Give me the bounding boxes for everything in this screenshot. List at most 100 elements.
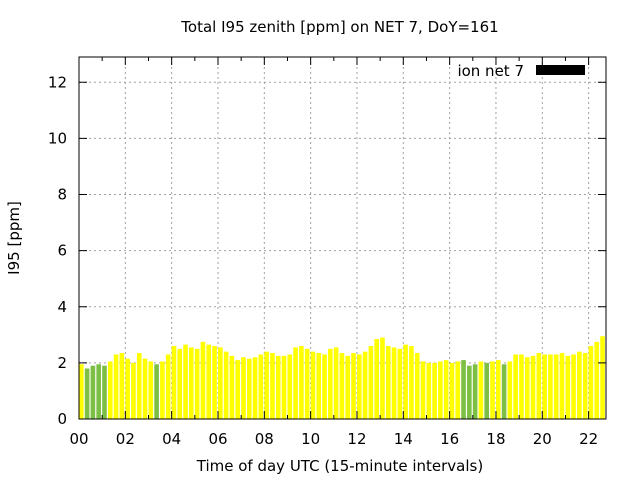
bar	[467, 365, 472, 419]
x-tick-label: 10	[301, 430, 320, 448]
bar	[339, 353, 345, 419]
bar	[252, 357, 258, 419]
x-axis-label: Time of day UTC (15-minute intervals)	[196, 457, 483, 475]
bar	[548, 354, 553, 419]
bar	[154, 364, 159, 419]
bar	[542, 354, 547, 419]
bar	[455, 361, 461, 419]
legend-swatch	[536, 65, 585, 75]
bar	[177, 348, 183, 419]
bar	[113, 354, 119, 419]
bar	[189, 347, 194, 419]
bar	[270, 353, 275, 419]
y-axis-label: I95 [ppm]	[5, 201, 23, 275]
bar	[443, 360, 449, 419]
bar	[484, 362, 490, 419]
x-tick-label: 02	[116, 430, 135, 448]
bar	[194, 348, 200, 419]
bar	[403, 344, 408, 419]
bar	[362, 351, 368, 419]
bar	[507, 361, 513, 419]
bar	[223, 351, 229, 419]
bar	[351, 353, 356, 419]
bar	[102, 365, 107, 419]
bar	[171, 346, 177, 419]
bar	[345, 355, 351, 419]
x-tick-label: 14	[394, 430, 413, 448]
bar	[513, 354, 518, 419]
x-tick-label: 22	[579, 430, 598, 448]
bar	[524, 357, 530, 419]
plot-frame	[78, 56, 607, 420]
bar	[322, 354, 327, 419]
bar	[241, 357, 246, 419]
x-tick-label: 08	[255, 430, 274, 448]
x-tick-label: 04	[162, 430, 181, 448]
bar	[391, 347, 397, 419]
y-tick-label: 6	[57, 242, 67, 260]
y-tick-label: 10	[48, 129, 67, 147]
x-tick-labels: 00 02 04 06 08 10 12 14 16 18 20 22	[69, 430, 598, 448]
bar	[304, 348, 310, 419]
bar	[125, 358, 130, 419]
bar	[461, 360, 466, 419]
bar	[84, 368, 90, 419]
bar	[553, 354, 559, 419]
bar	[588, 346, 594, 419]
bar	[96, 364, 102, 419]
bar	[426, 362, 432, 419]
bar	[519, 354, 524, 419]
bar	[420, 361, 426, 419]
bar	[160, 361, 165, 419]
bar	[368, 346, 374, 419]
bar	[438, 361, 443, 419]
bar	[380, 337, 385, 419]
bar	[501, 364, 507, 419]
y-tick-label: 12	[48, 73, 67, 91]
x-tick-label: 12	[347, 430, 366, 448]
bar	[432, 362, 437, 419]
bar	[328, 348, 333, 419]
bar	[293, 347, 298, 419]
bar	[449, 362, 455, 419]
legend-label: ion net 7	[457, 62, 524, 80]
bar	[148, 361, 154, 419]
chart-title: Total I95 zenith [ppm] on NET 7, DoY=161	[180, 18, 498, 36]
bar	[356, 354, 362, 419]
bar	[119, 353, 125, 419]
y-tick-label: 8	[57, 186, 67, 204]
bar	[183, 344, 188, 419]
bar	[107, 361, 113, 419]
bar	[600, 336, 605, 419]
bar	[142, 358, 148, 419]
bar	[299, 346, 304, 419]
bar	[594, 341, 600, 419]
bar	[495, 360, 501, 419]
bar	[310, 351, 316, 419]
legend: ion net 7	[457, 62, 585, 80]
bar	[258, 354, 264, 419]
bar	[264, 351, 269, 419]
bar	[409, 346, 414, 419]
y-tick-label: 4	[57, 298, 67, 316]
bar	[229, 355, 235, 419]
bar	[577, 351, 582, 419]
bar	[316, 353, 322, 419]
y-tick-labels: 0 2 4 6 8 10 12	[48, 73, 67, 428]
bar	[582, 353, 588, 419]
bar	[165, 354, 171, 419]
bar	[536, 353, 542, 419]
bar	[235, 360, 240, 419]
x-tick-label: 16	[440, 430, 459, 448]
bar	[136, 353, 142, 419]
bar	[90, 365, 96, 419]
bar	[275, 355, 281, 419]
bar	[206, 344, 212, 419]
bar	[565, 355, 571, 419]
axis-ticks	[78, 57, 606, 420]
bar	[472, 364, 478, 419]
bar	[333, 347, 339, 419]
bar	[287, 354, 293, 419]
y-tick-label: 2	[57, 354, 67, 372]
